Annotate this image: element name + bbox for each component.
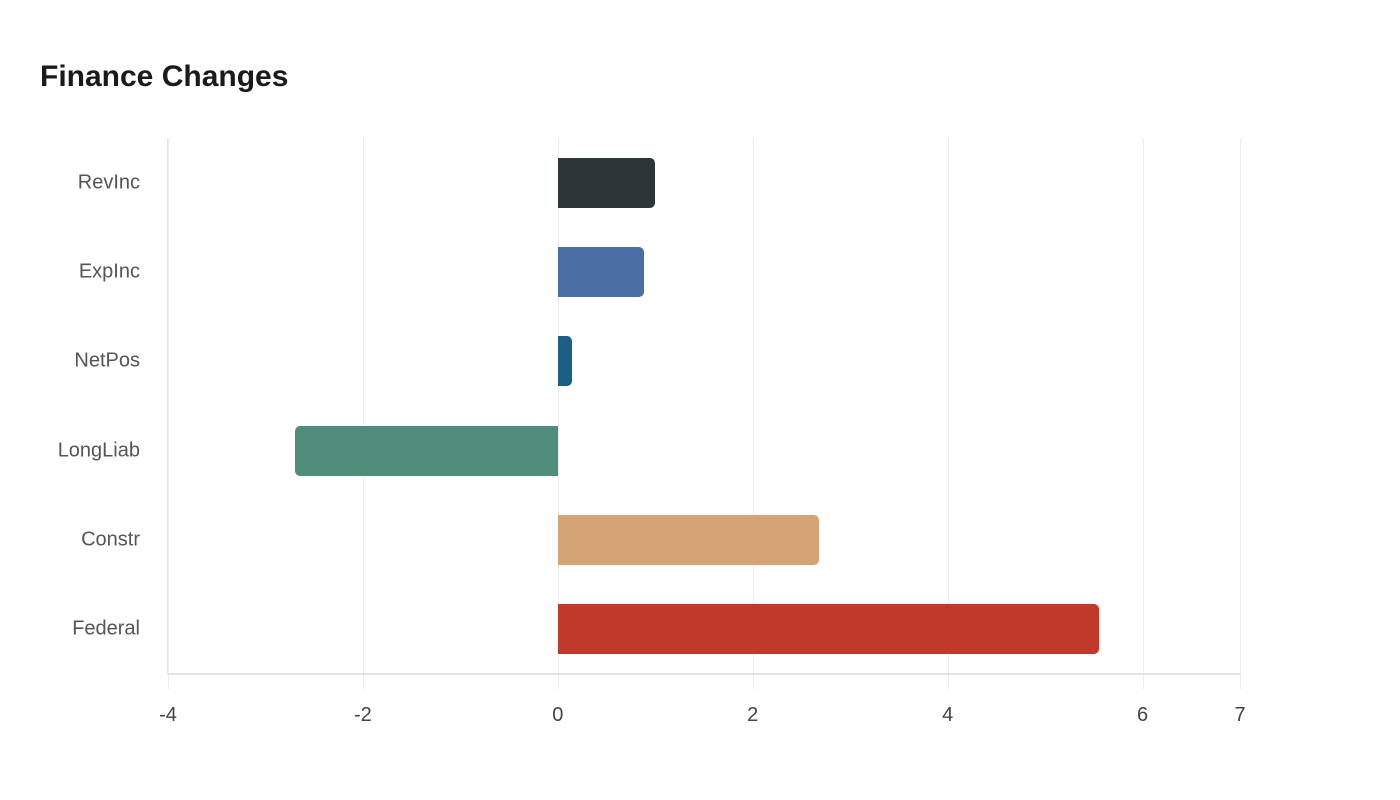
- y-category-label: Constr: [81, 528, 140, 551]
- x-axis-line: [168, 673, 1241, 675]
- y-category-label: RevInc: [77, 171, 140, 194]
- bar-netpos[interactable]: [557, 336, 573, 387]
- x-tick-label: 4: [942, 704, 954, 726]
- x-tick: [168, 675, 169, 689]
- x-gridline: [557, 138, 559, 674]
- x-tick: [1240, 675, 1241, 689]
- chart-title: Finance Changes: [40, 60, 289, 93]
- y-category-label: Federal: [72, 617, 140, 640]
- x-tick: [362, 675, 364, 689]
- x-gridline: [1142, 138, 1144, 674]
- bar-constr[interactable]: [557, 514, 819, 565]
- x-tick: [752, 675, 754, 689]
- bar-federal[interactable]: [557, 604, 1099, 654]
- x-tick: [1142, 675, 1144, 689]
- bar-longliab[interactable]: [294, 425, 558, 476]
- x-tick-label: 0: [552, 704, 564, 726]
- x-tick-label: 6: [1136, 704, 1149, 726]
- x-tick: [947, 675, 949, 689]
- x-tick-label: -2: [354, 704, 372, 726]
- y-category-label: NetPos: [74, 349, 140, 372]
- x-tick: [557, 675, 559, 689]
- x-gridline: [752, 138, 754, 674]
- x-tick-label: -4: [159, 704, 177, 726]
- bar-expinc[interactable]: [557, 247, 644, 298]
- y-category-label: LongLiab: [57, 439, 140, 462]
- x-tick-label: 7: [1234, 704, 1246, 726]
- x-gridline: [362, 138, 364, 674]
- x-gridline: [1240, 138, 1241, 674]
- bar-revinc[interactable]: [557, 158, 656, 208]
- x-gridline: [947, 138, 949, 674]
- y-category-label: ExpInc: [78, 260, 140, 283]
- x-tick-label: 2: [747, 704, 759, 726]
- x-gridline: [168, 138, 169, 674]
